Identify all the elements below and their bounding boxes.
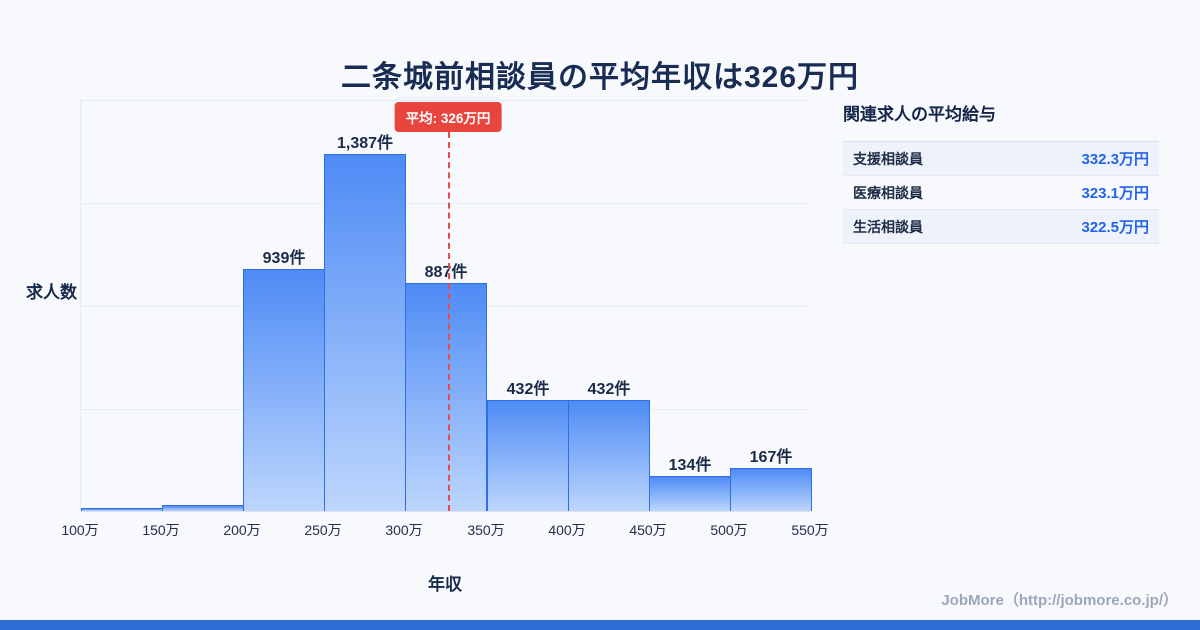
x-tick-label: 250万 bbox=[304, 522, 342, 538]
histogram-bar: 134件 bbox=[649, 457, 731, 511]
job-name: 支援相談員 bbox=[853, 150, 923, 167]
job-name: 医療相談員 bbox=[853, 184, 923, 201]
x-tick-label: 100万 bbox=[61, 522, 99, 538]
x-axis-ticks: 100万 150万 200万 250万 300万 350万 400万 450万 500万 550万 bbox=[61, 520, 828, 540]
x-tick-label: 400万 bbox=[548, 522, 586, 538]
histogram-plot: 平均: 326万円 939件 1,387件 887件 432件 432件 134件 167件 bbox=[80, 100, 812, 512]
bar-value-label: 134件 bbox=[668, 457, 712, 474]
histogram-bar: 1,387件 bbox=[324, 135, 406, 511]
histogram-bar: 167件 bbox=[730, 449, 812, 511]
bar-value-label: 887件 bbox=[424, 264, 468, 281]
related-jobs-panel: 関連求人の平均給与 支援相談員 332.3万円 医療相談員 323.1万円 生活… bbox=[843, 100, 1159, 244]
x-tick-label: 200万 bbox=[223, 522, 261, 538]
gridline bbox=[81, 100, 810, 101]
job-salary: 332.3万円 bbox=[1081, 151, 1149, 168]
average-line bbox=[448, 132, 450, 511]
x-tick-label: 450万 bbox=[629, 522, 667, 538]
bar-value-label: 432件 bbox=[587, 381, 631, 398]
bar-value-label: 432件 bbox=[506, 381, 550, 398]
page-title: 二条城前相談員の平均年収は326万円 bbox=[340, 61, 860, 95]
histogram-bar: 887件 bbox=[405, 264, 487, 511]
job-salary: 323.1万円 bbox=[1081, 185, 1149, 202]
bar-value-label: 1,387件 bbox=[336, 135, 394, 152]
bar-value-label: 167件 bbox=[749, 449, 793, 466]
table-row: 医療相談員 323.1万円 bbox=[843, 176, 1159, 210]
gridline bbox=[81, 203, 810, 204]
bar-value-label: 939件 bbox=[262, 250, 306, 267]
table-row: 生活相談員 322.5万円 bbox=[843, 210, 1159, 244]
related-jobs-heading: 関連求人の平均給与 bbox=[843, 105, 996, 124]
histogram-bar bbox=[162, 505, 244, 511]
related-jobs-table: 支援相談員 332.3万円 医療相談員 323.1万円 生活相談員 322.5万… bbox=[843, 141, 1159, 244]
x-axis-label: 年収 bbox=[428, 575, 462, 594]
job-salary: 322.5万円 bbox=[1081, 219, 1149, 236]
average-badge: 平均: 326万円 bbox=[394, 102, 502, 132]
histogram-bar: 432件 bbox=[568, 381, 650, 511]
table-row: 支援相談員 332.3万円 bbox=[843, 142, 1159, 176]
jobmore-credit: JobMore（http://jobmore.co.jp/） bbox=[941, 592, 1178, 609]
y-axis-label: 求人数 bbox=[26, 283, 77, 302]
histogram-bar: 939件 bbox=[243, 250, 325, 511]
footer-accent-bar bbox=[0, 620, 1200, 630]
histogram-bar bbox=[81, 508, 163, 511]
histogram-bar: 432件 bbox=[487, 381, 569, 511]
x-tick-label: 350万 bbox=[467, 522, 505, 538]
x-tick-label: 550万 bbox=[791, 522, 829, 538]
job-name: 生活相談員 bbox=[853, 218, 923, 235]
x-tick-label: 500万 bbox=[710, 522, 748, 538]
x-tick-label: 150万 bbox=[142, 522, 180, 538]
x-tick-label: 300万 bbox=[385, 522, 423, 538]
